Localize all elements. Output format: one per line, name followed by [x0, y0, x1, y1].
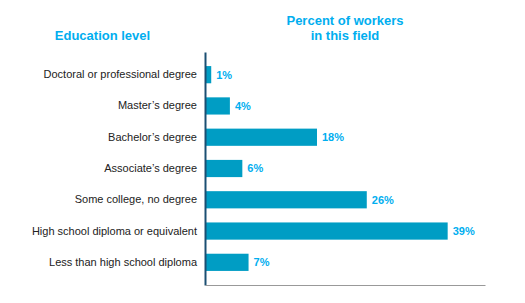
- data-label: 6%: [247, 162, 263, 174]
- category-label: Associate’s degree: [104, 162, 197, 174]
- data-label: 18%: [322, 131, 344, 143]
- x-axis-title: Percent of workersin this field: [286, 13, 403, 43]
- y-tick: Bachelor’s degree: [108, 131, 197, 143]
- chart: Doctoral or professional degree Master’s …: [0, 0, 525, 303]
- bars: [205, 66, 448, 271]
- category-label: Master’s degree: [118, 99, 197, 111]
- data-label: 4%: [235, 100, 251, 112]
- data-label: 7%: [254, 256, 270, 268]
- plot: Doctoral or professional degree Master’s …: [32, 53, 486, 286]
- bar: [205, 191, 367, 208]
- x-axis: [206, 285, 486, 286]
- x-axis-title-line: Percent of workers: [286, 13, 403, 28]
- y-axis-title: Education level: [55, 28, 150, 43]
- y-tick: Some college, no degree: [75, 193, 197, 205]
- category-label: Some college, no degree: [75, 193, 197, 205]
- category-label: Bachelor’s degree: [108, 131, 197, 143]
- bar: [205, 222, 448, 239]
- y-tick: Associate’s degree: [104, 162, 197, 174]
- y-axis: Doctoral or professional degree Master’s …: [32, 53, 206, 286]
- category-label: Less than high school diploma: [49, 256, 198, 268]
- x-axis-title-line: in this field: [311, 28, 380, 43]
- bar: [205, 254, 249, 271]
- data-label: 39%: [453, 225, 475, 237]
- y-tick: Doctoral or professional degree: [44, 68, 197, 80]
- bar: [205, 129, 317, 146]
- y-axis-line: [205, 53, 207, 286]
- data-label: 26%: [372, 194, 394, 206]
- x-axis-line: [206, 285, 486, 286]
- data-labels: 1% 4% 18% 6% 26% 39% 7%: [216, 69, 475, 269]
- y-tick: High school diploma or equivalent: [32, 225, 197, 237]
- y-tick: Less than high school diploma: [49, 256, 198, 268]
- category-label: Doctoral or professional degree: [44, 68, 197, 80]
- category-label: High school diploma or equivalent: [32, 225, 197, 237]
- data-label: 1%: [216, 69, 232, 81]
- y-tick: Master’s degree: [118, 99, 197, 111]
- bar: [205, 97, 230, 114]
- bar: [205, 160, 242, 177]
